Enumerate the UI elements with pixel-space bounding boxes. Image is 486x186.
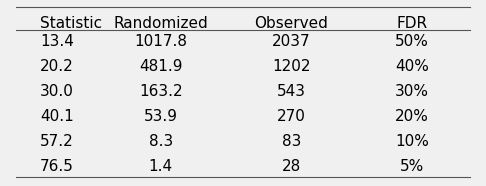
Text: 30.0: 30.0	[40, 84, 74, 99]
Text: 2037: 2037	[272, 34, 311, 49]
Text: 8.3: 8.3	[149, 134, 173, 149]
Text: 50%: 50%	[395, 34, 429, 49]
Text: 28: 28	[282, 159, 301, 174]
Text: 13.4: 13.4	[40, 34, 74, 49]
Text: 1017.8: 1017.8	[134, 34, 187, 49]
Text: 20.2: 20.2	[40, 59, 74, 74]
Text: 5%: 5%	[400, 159, 424, 174]
Text: 163.2: 163.2	[139, 84, 183, 99]
Text: 76.5: 76.5	[40, 159, 74, 174]
Text: 57.2: 57.2	[40, 134, 74, 149]
Text: FDR: FDR	[397, 16, 428, 31]
Text: 30%: 30%	[395, 84, 429, 99]
Text: 10%: 10%	[395, 134, 429, 149]
Text: 83: 83	[281, 134, 301, 149]
Text: 40%: 40%	[395, 59, 429, 74]
Text: Observed: Observed	[254, 16, 328, 31]
Text: 53.9: 53.9	[144, 109, 178, 124]
Text: 270: 270	[277, 109, 306, 124]
Text: 481.9: 481.9	[139, 59, 183, 74]
Text: Randomized: Randomized	[113, 16, 208, 31]
Text: 1.4: 1.4	[149, 159, 173, 174]
Text: 1202: 1202	[272, 59, 311, 74]
Text: 40.1: 40.1	[40, 109, 74, 124]
Text: Statistic: Statistic	[40, 16, 102, 31]
Text: 543: 543	[277, 84, 306, 99]
Text: 20%: 20%	[395, 109, 429, 124]
